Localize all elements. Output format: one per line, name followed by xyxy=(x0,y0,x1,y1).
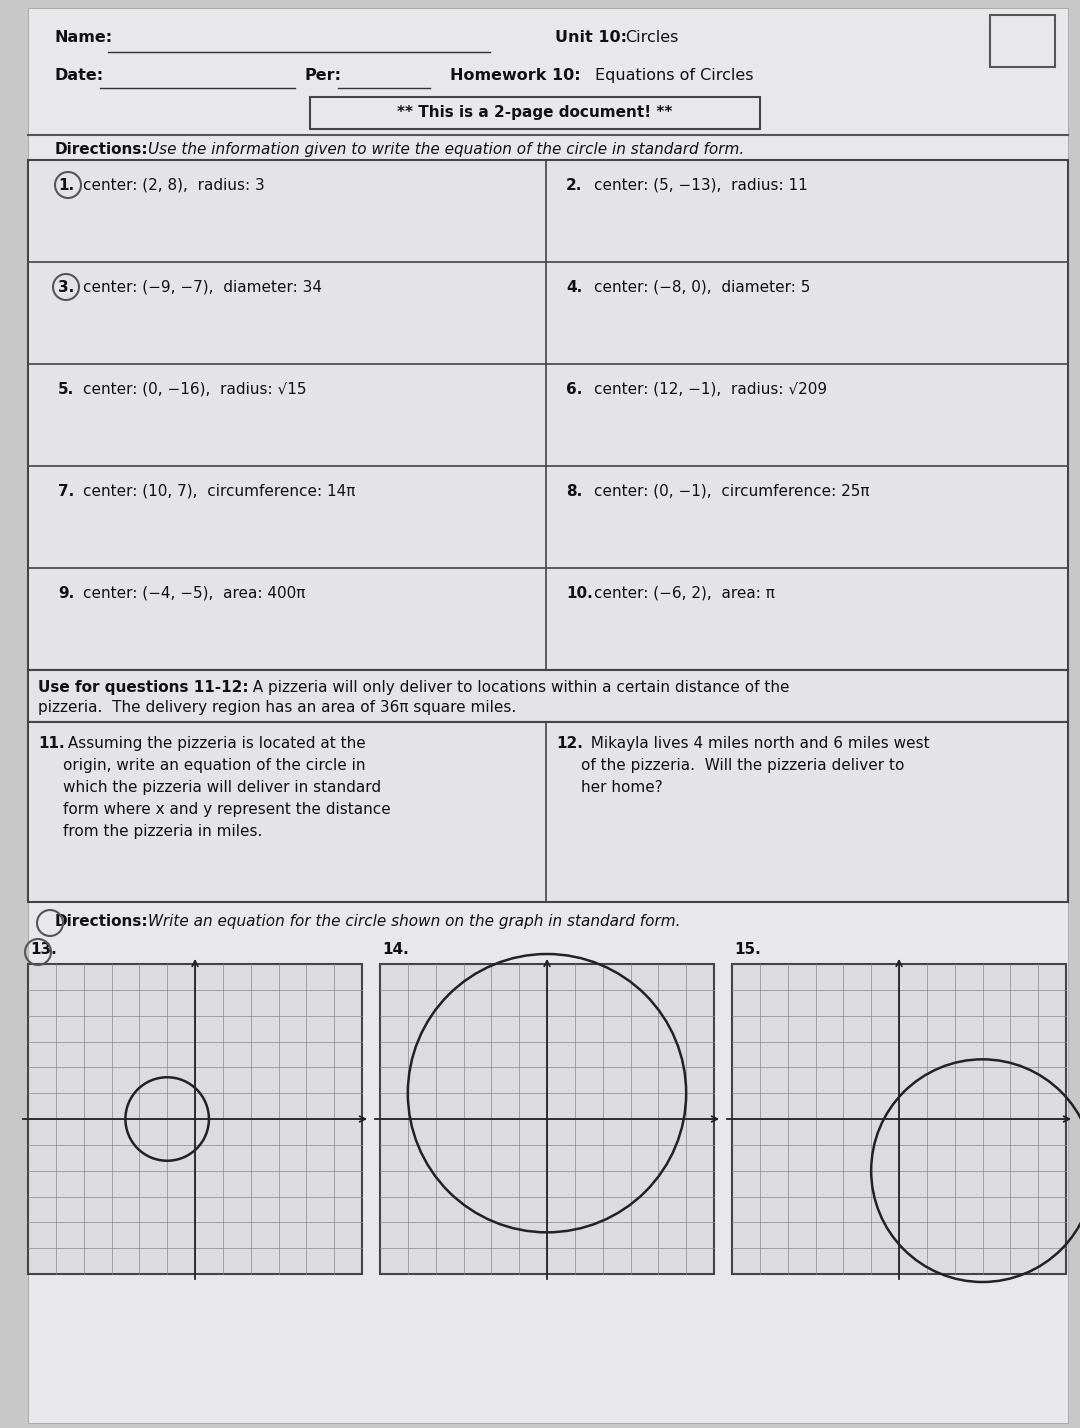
FancyBboxPatch shape xyxy=(28,964,362,1274)
Text: Use for questions 11-12:: Use for questions 11-12: xyxy=(38,680,248,695)
Text: which the pizzeria will deliver in standard: which the pizzeria will deliver in stand… xyxy=(63,780,381,795)
Text: 14.: 14. xyxy=(382,942,408,957)
Text: Write an equation for the circle shown on the graph in standard form.: Write an equation for the circle shown o… xyxy=(148,914,680,930)
Text: Name:: Name: xyxy=(55,30,113,46)
Text: 15.: 15. xyxy=(734,942,760,957)
Text: 8.: 8. xyxy=(566,484,582,498)
FancyBboxPatch shape xyxy=(732,964,1066,1274)
Text: center: (−8, 0),  diameter: 5: center: (−8, 0), diameter: 5 xyxy=(594,280,810,296)
Text: center: (0, −16),  radius: √15: center: (0, −16), radius: √15 xyxy=(83,383,307,397)
FancyBboxPatch shape xyxy=(380,964,714,1274)
Text: center: (2, 8),  radius: 3: center: (2, 8), radius: 3 xyxy=(83,178,265,193)
Text: ** This is a 2-page document! **: ** This is a 2-page document! ** xyxy=(397,106,673,120)
Text: Mikayla lives 4 miles north and 6 miles west: Mikayla lives 4 miles north and 6 miles … xyxy=(581,735,930,751)
Text: origin, write an equation of the circle in: origin, write an equation of the circle … xyxy=(63,758,365,773)
Text: form where x and y represent the distance: form where x and y represent the distanc… xyxy=(63,803,391,817)
Text: center: (−6, 2),  area: π: center: (−6, 2), area: π xyxy=(594,585,774,601)
Text: center: (0, −1),  circumference: 25π: center: (0, −1), circumference: 25π xyxy=(594,484,869,498)
Text: 7.: 7. xyxy=(58,484,75,498)
Text: Date:: Date: xyxy=(55,69,104,83)
Text: 3.: 3. xyxy=(58,280,75,296)
Text: 2.: 2. xyxy=(566,178,582,193)
Text: 4.: 4. xyxy=(566,280,582,296)
Text: Use the information given to write the equation of the circle in standard form.: Use the information given to write the e… xyxy=(148,141,744,157)
Text: Per:: Per: xyxy=(305,69,342,83)
Text: 6.: 6. xyxy=(566,383,582,397)
Text: 12.: 12. xyxy=(556,735,583,751)
Text: 11.: 11. xyxy=(38,735,65,751)
FancyBboxPatch shape xyxy=(28,670,1068,723)
Text: center: (−4, −5),  area: 400π: center: (−4, −5), area: 400π xyxy=(83,585,306,601)
Text: Directions:: Directions: xyxy=(55,914,149,930)
Text: center: (−9, −7),  diameter: 34: center: (−9, −7), diameter: 34 xyxy=(83,280,322,296)
Text: Directions:: Directions: xyxy=(55,141,149,157)
Text: center: (12, −1),  radius: √209: center: (12, −1), radius: √209 xyxy=(594,383,827,397)
Text: 1.: 1. xyxy=(58,178,75,193)
Text: pizzeria.  The delivery region has an area of 36π square miles.: pizzeria. The delivery region has an are… xyxy=(38,700,516,715)
Text: 10.: 10. xyxy=(566,585,593,601)
Text: Equations of Circles: Equations of Circles xyxy=(595,69,754,83)
Text: Circles: Circles xyxy=(625,30,678,46)
FancyBboxPatch shape xyxy=(990,16,1055,67)
Text: 9.: 9. xyxy=(58,585,75,601)
Text: Homework 10:: Homework 10: xyxy=(450,69,581,83)
Text: Assuming the pizzeria is located at the: Assuming the pizzeria is located at the xyxy=(63,735,366,751)
FancyBboxPatch shape xyxy=(28,723,1068,902)
FancyBboxPatch shape xyxy=(28,9,1068,1422)
Text: A pizzeria will only deliver to locations within a certain distance of the: A pizzeria will only deliver to location… xyxy=(243,680,789,695)
Text: 5.: 5. xyxy=(58,383,75,397)
FancyBboxPatch shape xyxy=(310,97,760,129)
Text: center: (5, −13),  radius: 11: center: (5, −13), radius: 11 xyxy=(594,178,808,193)
Text: center: (10, 7),  circumference: 14π: center: (10, 7), circumference: 14π xyxy=(83,484,355,498)
Text: 13.: 13. xyxy=(30,942,57,957)
FancyBboxPatch shape xyxy=(28,160,1068,670)
Text: of the pizzeria.  Will the pizzeria deliver to: of the pizzeria. Will the pizzeria deliv… xyxy=(581,758,904,773)
Text: Unit 10:: Unit 10: xyxy=(555,30,627,46)
Text: from the pizzeria in miles.: from the pizzeria in miles. xyxy=(63,824,262,840)
Text: her home?: her home? xyxy=(581,780,663,795)
